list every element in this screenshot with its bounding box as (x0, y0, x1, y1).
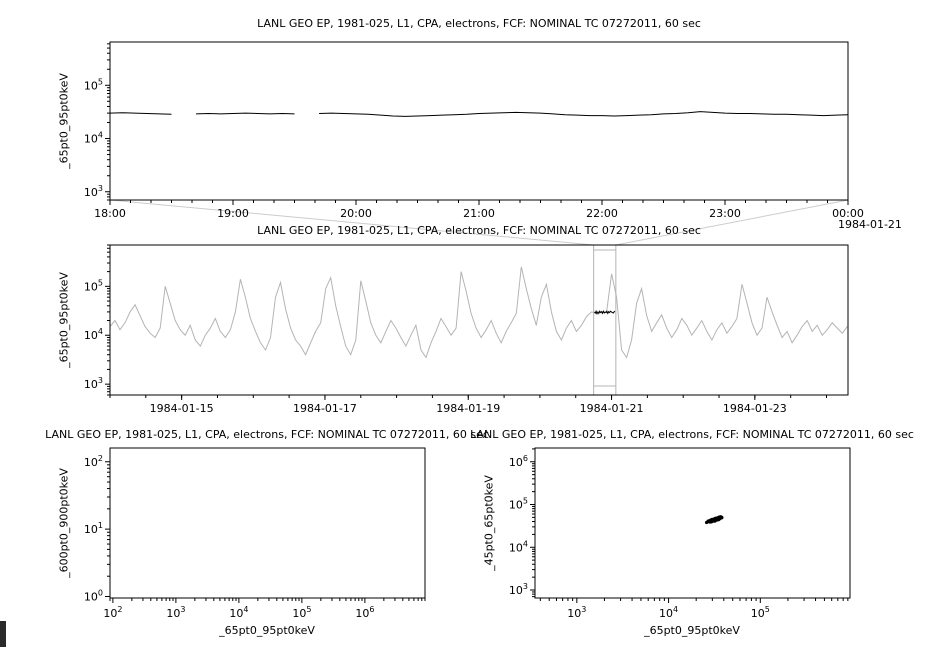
scatter-point (710, 519, 714, 523)
y-tick-label: 104 (84, 131, 103, 146)
y-tick-label: 106 (509, 454, 528, 469)
context-overview-series-context (110, 266, 848, 359)
x-tick-label: 1984-01-21 (580, 402, 644, 415)
scatter-45-65-plot-area[interactable] (534, 447, 851, 599)
scatter-point (714, 516, 718, 520)
x-tick-label: 102 (103, 605, 122, 620)
y-tick-label: 103 (84, 376, 103, 391)
x-tick-label: 21:00 (463, 207, 495, 220)
y-tick-label: 104 (84, 327, 103, 342)
context-overview-panel: 1984-01-15 1984-01-17 1984-01-19 1984-01-21… (84, 244, 849, 415)
scatter-point (720, 516, 724, 520)
scatter-600-900-plot-area[interactable] (109, 447, 426, 599)
screen-corner-artifact (0, 621, 6, 647)
scatter-left-ylabel: _600pt0_900pt0keV (57, 468, 71, 578)
x-tick-label: 103 (567, 605, 586, 620)
zoom-connector-left (109, 199, 594, 246)
x-tick-label: 104 (229, 605, 248, 620)
context-date-annotation: 1984-01-21 (838, 218, 902, 231)
y-tick-label: 104 (509, 539, 528, 554)
y-tick-label: 101 (84, 521, 103, 536)
x-tick-label: 22:00 (586, 207, 618, 220)
y-tick-label: 105 (509, 497, 528, 512)
scatter-left-title: LANL GEO EP, 1981-025, L1, CPA, electron… (45, 428, 489, 441)
scatter-right-ylabel: _45pt0_65pt0keV (482, 475, 496, 571)
zoom-connectors (109, 199, 849, 246)
overview-panel-title: LANL GEO EP, 1981-025, L1, CPA, electron… (257, 224, 701, 237)
x-tick-label: 18:00 (94, 207, 126, 220)
top-panel-ylabel: _65pt0_95pt0keV (57, 73, 71, 169)
x-tick-label: 19:00 (217, 207, 249, 220)
x-tick-label: 1984-01-17 (293, 402, 357, 415)
x-tick-label: 104 (659, 605, 678, 620)
scatter-left-xlabel: _65pt0_95pt0keV (219, 624, 315, 637)
x-tick-label: 1984-01-23 (723, 402, 787, 415)
y-tick-label: 103 (84, 184, 103, 199)
scatter-45-65-scatter-points (705, 515, 724, 525)
context-overview-series-selected-interval (594, 309, 616, 316)
y-tick-label: 102 (84, 454, 103, 469)
scatter-right-xlabel: _65pt0_95pt0keV (644, 624, 740, 637)
top-timeseries-plot-area[interactable] (109, 41, 849, 201)
x-tick-label: 00:00 (832, 207, 864, 220)
x-tick-label: 103 (166, 605, 185, 620)
overview-panel-ylabel: _65pt0_95pt0keV (57, 272, 71, 368)
y-tick-label: 105 (84, 278, 103, 293)
x-tick-label: 1984-01-15 (150, 402, 214, 415)
x-tick-label: 20:00 (340, 207, 372, 220)
x-tick-label: 106 (355, 605, 374, 620)
scatter-600-900-panel: 102 103 104 105 106 100 101 102 (84, 447, 426, 620)
scatter-point (708, 519, 712, 524)
zoom-connector-right (615, 199, 849, 246)
y-tick-label: 103 (509, 582, 528, 597)
scatter-right-title: LANL GEO EP, 1981-025, L1, CPA, electron… (470, 428, 914, 441)
context-selection-box[interactable] (593, 245, 617, 395)
context-overview-plot-area[interactable] (109, 244, 849, 396)
y-tick-label: 100 (84, 588, 103, 603)
x-tick-label: 105 (292, 605, 311, 620)
top-panel-title: LANL GEO EP, 1981-025, L1, CPA, electron… (257, 17, 701, 30)
x-tick-label: 23:00 (709, 207, 741, 220)
x-tick-label: 105 (751, 605, 770, 620)
y-tick-label: 105 (84, 77, 103, 92)
top-timeseries-series-flux (110, 111, 848, 117)
x-tick-label: 1984-01-19 (436, 402, 500, 415)
top-timeseries-panel: 18:00 19:00 20:00 21:00 22:00 23:00 00:00 103 10… (84, 41, 864, 220)
scatter-45-65-panel: 103 104 105 103 104 105 106 (509, 447, 851, 620)
